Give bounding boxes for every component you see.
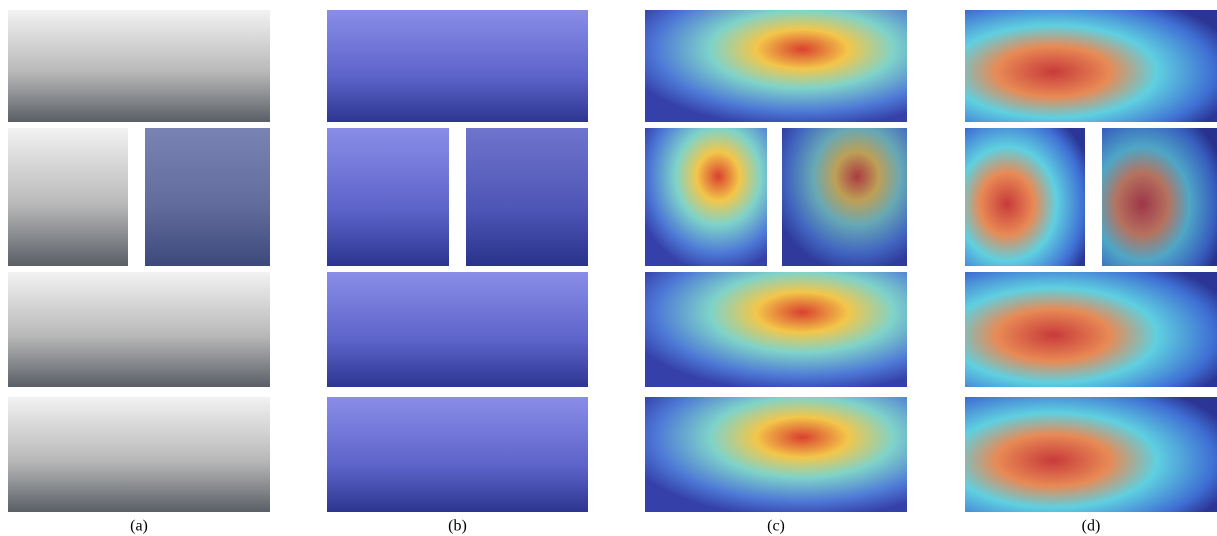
- image-panel: [965, 10, 1217, 122]
- image-panel: [327, 272, 588, 387]
- image-panel: [8, 10, 270, 122]
- image-panel-overlay: [782, 128, 907, 266]
- image-panel: [645, 272, 907, 387]
- caption: (c): [767, 518, 785, 535]
- image-panel: [645, 10, 907, 122]
- image-panel: [327, 128, 449, 266]
- image-panel: [965, 397, 1217, 512]
- image-panel: [645, 128, 767, 266]
- image-panel-overlay: [1102, 128, 1217, 266]
- image-panel: [8, 397, 270, 512]
- caption: (a): [130, 518, 148, 535]
- image-panel-overlay: [466, 128, 588, 266]
- image-panel: [327, 397, 588, 512]
- figure: (a) (b) (c) (d): [0, 0, 1217, 536]
- image-panel: [645, 397, 907, 512]
- image-panel: [8, 128, 128, 266]
- image-panel: [965, 272, 1217, 387]
- caption: (b): [448, 518, 467, 535]
- caption: (d): [1082, 518, 1101, 535]
- image-panel-dark: [145, 128, 270, 266]
- image-panel: [965, 128, 1085, 266]
- panels: [8, 10, 1217, 512]
- image-panel: [327, 10, 588, 122]
- image-panel: [8, 272, 270, 387]
